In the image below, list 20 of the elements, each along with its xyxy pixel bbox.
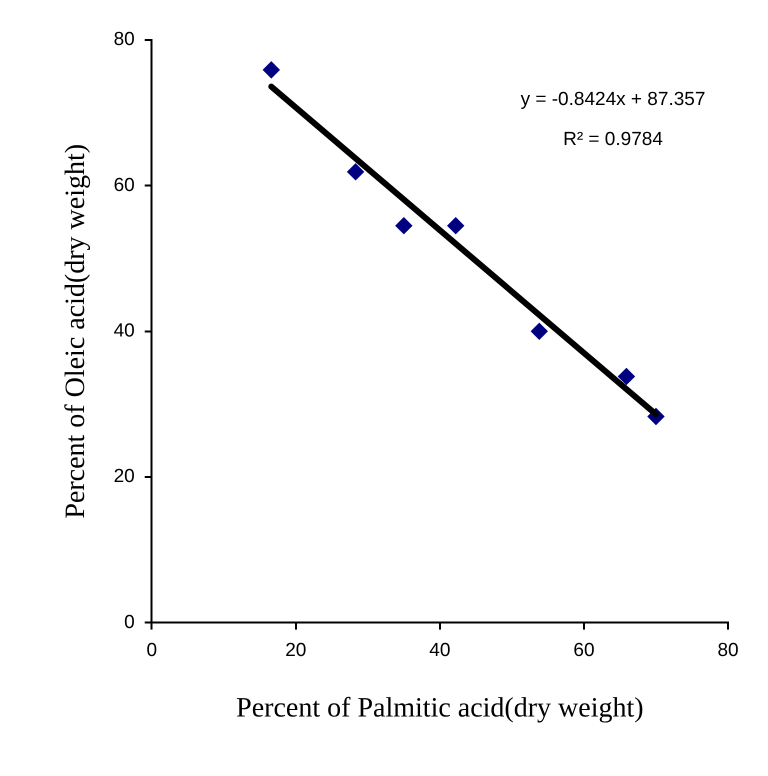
x-tick-label: 60 [573, 640, 595, 662]
x-tick-label: 20 [285, 640, 306, 662]
y-tick-label: 0 [124, 612, 135, 633]
x-tick-label: 40 [429, 640, 450, 662]
point [262, 61, 280, 78]
y-tick-label: 40 [114, 320, 135, 342]
point [447, 217, 464, 234]
point [530, 322, 548, 340]
annotation: R² = 0.9784 [563, 129, 664, 150]
y-tick-label: 20 [114, 466, 135, 488]
y-axis-title: Percent of Oleic acid(dry weight) [60, 144, 92, 519]
x-tick-label: 80 [717, 640, 739, 662]
point [618, 368, 635, 385]
y-tick-label: 80 [114, 29, 135, 50]
point [347, 163, 364, 180]
point [395, 217, 412, 234]
y-tick-label: 60 [114, 174, 135, 196]
annotation: y = -0.8424x + 87.357 [520, 89, 706, 110]
x-axis-title: Percent of Palmitic acid(dry weight) [236, 692, 644, 724]
x-tick-label: 0 [146, 640, 158, 662]
